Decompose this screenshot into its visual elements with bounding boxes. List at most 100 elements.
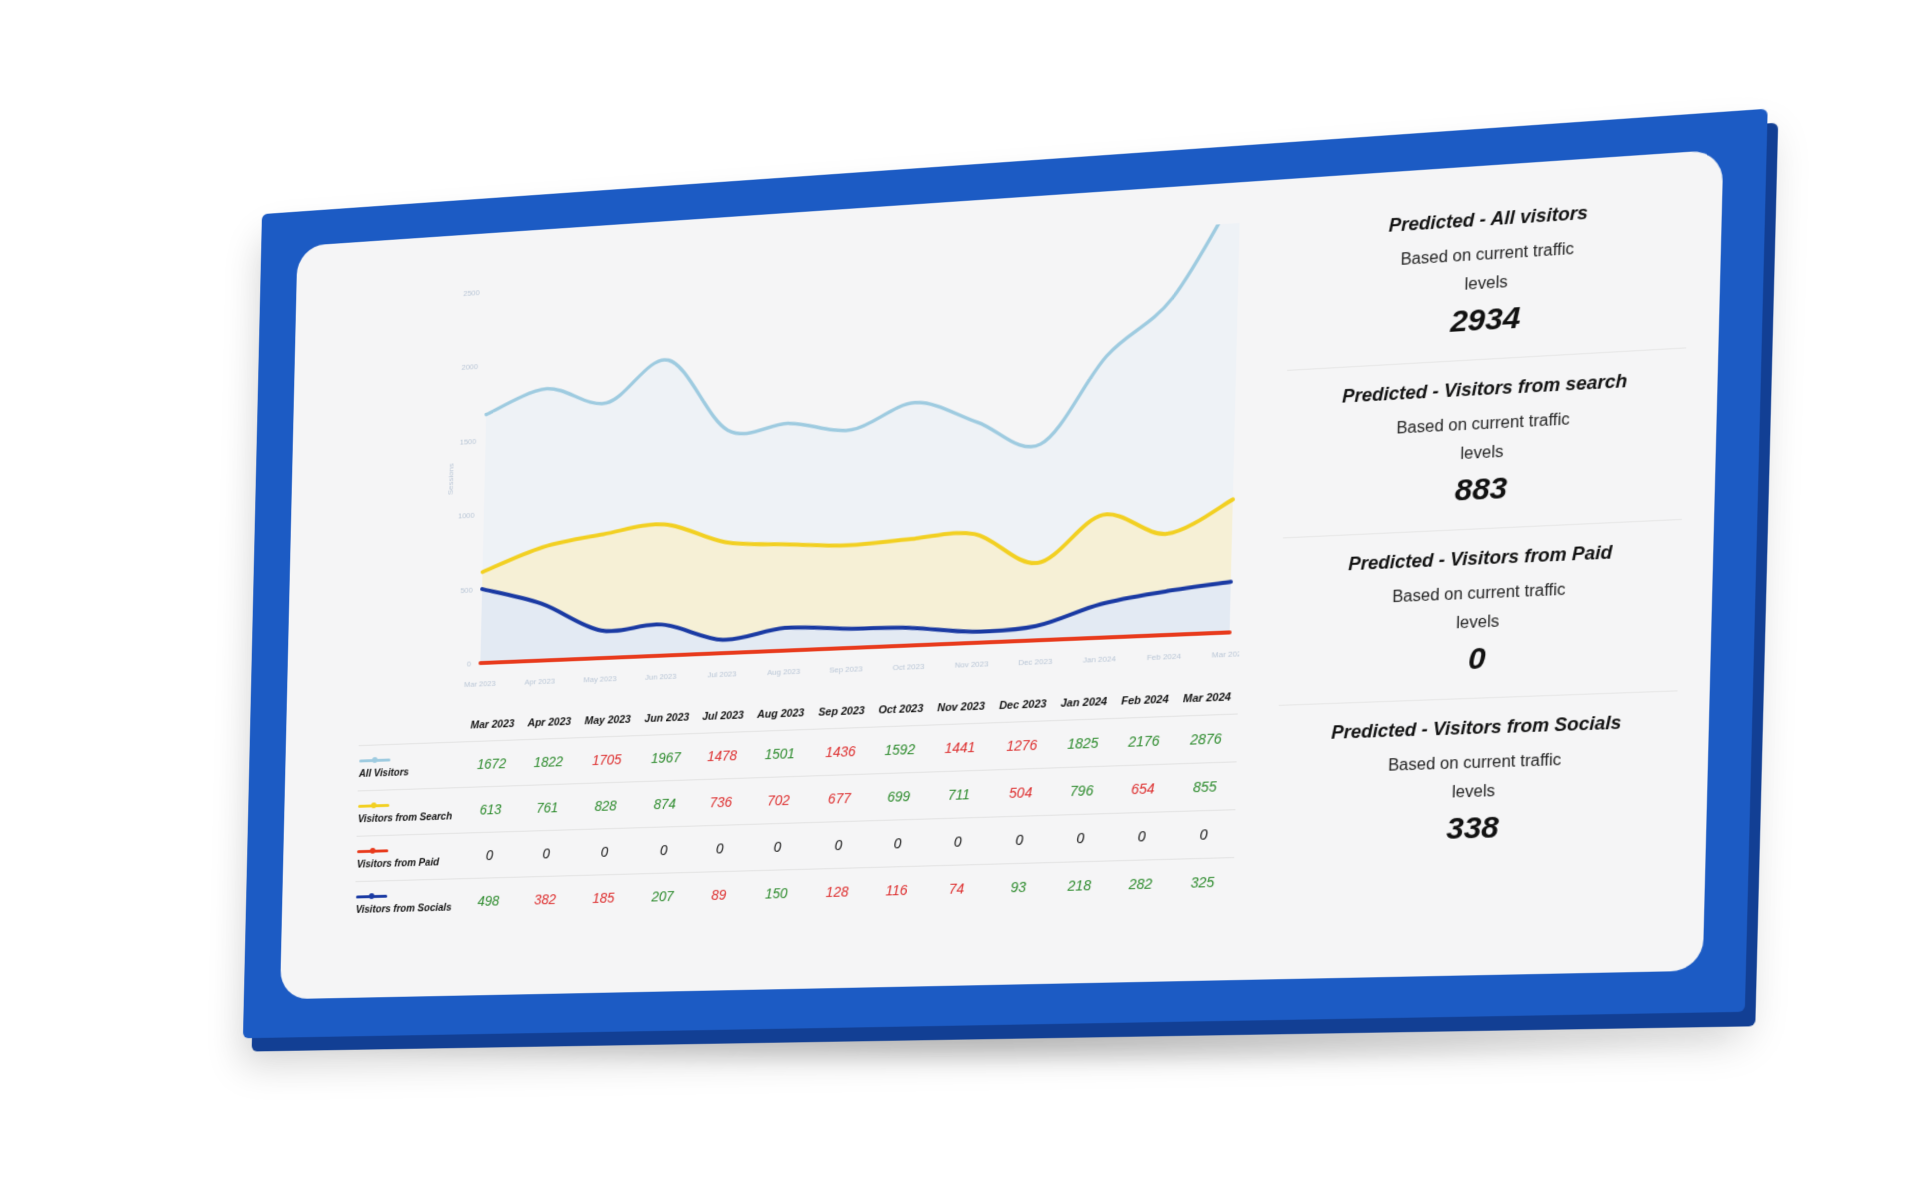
table-cell: 0 bbox=[634, 826, 693, 874]
y-tick-label: 1000 bbox=[458, 511, 475, 521]
stat-title: Predicted - Visitors from Paid bbox=[1282, 539, 1681, 579]
stat-card: Predicted - Visitors from search Based o… bbox=[1283, 348, 1686, 538]
data-table-area: Mar 2023 Apr 2023 May 2023 Jun 2023 Jul 2023… bbox=[354, 683, 1238, 927]
table-cell: 89 bbox=[691, 871, 746, 918]
row-label: Visitors from Search bbox=[357, 787, 463, 836]
x-tick-label: Oct 2023 bbox=[893, 662, 926, 672]
x-tick-label: Aug 2023 bbox=[767, 667, 801, 677]
row-label-text: Visitors from Paid bbox=[357, 857, 440, 871]
legend-swatch-icon bbox=[357, 846, 388, 855]
table-cell: 150 bbox=[745, 869, 807, 917]
y-tick-label: 2500 bbox=[463, 288, 480, 298]
table-cell: 1825 bbox=[1052, 718, 1114, 768]
table-cell: 0 bbox=[926, 817, 989, 866]
table-cell: 0 bbox=[1172, 810, 1235, 860]
table-header-cell: Feb 2024 bbox=[1114, 685, 1176, 718]
line-chart: 0 500 1000 1500 2000 2500 Sessions Mar 2023 Apr … bbox=[360, 222, 1250, 704]
x-tick-label: Jun 2023 bbox=[645, 672, 677, 682]
x-tick-label: May 2023 bbox=[583, 674, 617, 684]
legend-swatch-icon bbox=[356, 892, 387, 901]
row-label-text: Visitors from Search bbox=[358, 811, 452, 826]
prediction-stats: Predicted - All visitors Based on curren… bbox=[1275, 177, 1691, 872]
table-cell: 207 bbox=[633, 872, 692, 919]
table-cell: 613 bbox=[462, 786, 520, 834]
table-cell: 1478 bbox=[694, 732, 749, 780]
stat-subtitle: Based on current traffic levels bbox=[1383, 576, 1573, 642]
table-cell: 1441 bbox=[929, 723, 992, 772]
table-cell: 1967 bbox=[636, 734, 695, 782]
table-cell: 874 bbox=[635, 780, 694, 828]
stat-value: 883 bbox=[1283, 462, 1683, 517]
table-cell: 282 bbox=[1109, 859, 1172, 908]
x-tick-label: Nov 2023 bbox=[955, 659, 990, 669]
y-tick-label: 1500 bbox=[460, 437, 477, 447]
x-tick-label: Feb 2024 bbox=[1147, 652, 1182, 663]
table-cell: 828 bbox=[575, 782, 636, 830]
stat-card: Predicted - All visitors Based on curren… bbox=[1287, 177, 1690, 371]
x-tick-label: Jul 2023 bbox=[707, 669, 737, 679]
table-cell: 1501 bbox=[749, 729, 811, 778]
x-tick-label: Sep 2023 bbox=[829, 664, 863, 674]
table-cell: 218 bbox=[1049, 861, 1111, 909]
stat-subtitle: Based on current traffic levels bbox=[1392, 235, 1583, 305]
stat-subtitle: Based on current traffic levels bbox=[1388, 405, 1578, 473]
stat-value: 2934 bbox=[1288, 291, 1688, 350]
table-header-cell: Nov 2023 bbox=[930, 692, 993, 725]
table-header-cell: Sep 2023 bbox=[811, 697, 872, 730]
x-tick-label: Apr 2023 bbox=[524, 677, 555, 687]
table-cell: 711 bbox=[927, 770, 990, 819]
table-cell: 0 bbox=[1110, 812, 1173, 861]
table-cell: 855 bbox=[1173, 762, 1236, 812]
table-header-corner bbox=[359, 712, 465, 745]
x-tick-label: Dec 2023 bbox=[1018, 657, 1053, 667]
chart-svg: 0 500 1000 1500 2000 2500 Sessions Mar 2023 Apr … bbox=[360, 222, 1250, 704]
dashboard-panel: 0 500 1000 1500 2000 2500 Sessions Mar 2023 Apr … bbox=[280, 149, 1723, 999]
table-cell: 2876 bbox=[1174, 714, 1237, 764]
row-label-text: All Visitors bbox=[359, 767, 409, 780]
table-cell: 702 bbox=[747, 776, 809, 824]
table-cell: 1705 bbox=[576, 736, 637, 784]
x-tick-label: Mar 2024 bbox=[1212, 649, 1247, 660]
stat-subtitle: Based on current traffic levels bbox=[1379, 746, 1569, 810]
table-cell: 2176 bbox=[1113, 716, 1176, 766]
y-tick-label: 2000 bbox=[461, 362, 478, 372]
table-cell: 1436 bbox=[810, 727, 871, 776]
table-cell: 382 bbox=[516, 876, 574, 923]
y-tick-label: 0 bbox=[467, 660, 472, 669]
table-cell: 504 bbox=[989, 768, 1052, 817]
table-cell: 0 bbox=[746, 823, 808, 871]
table-cell: 498 bbox=[459, 877, 517, 924]
table-header-cell: Aug 2023 bbox=[750, 699, 812, 731]
table-cell: 0 bbox=[574, 828, 635, 876]
table-cell: 0 bbox=[517, 830, 575, 877]
table-header-cell: Jun 2023 bbox=[637, 703, 696, 735]
table-cell: 0 bbox=[988, 815, 1051, 864]
table-cell: 654 bbox=[1111, 764, 1174, 814]
table-cell: 93 bbox=[987, 863, 1050, 911]
table-header-cell: Oct 2023 bbox=[871, 695, 930, 728]
table-cell: 677 bbox=[809, 774, 870, 823]
data-table: Mar 2023 Apr 2023 May 2023 Jun 2023 Jul 2023… bbox=[354, 683, 1238, 927]
table-cell: 325 bbox=[1171, 858, 1234, 907]
table-cell: 736 bbox=[693, 778, 748, 826]
legend-swatch-icon bbox=[358, 801, 389, 810]
table-header-cell: Jan 2024 bbox=[1053, 688, 1114, 721]
table-header-cell: Apr 2023 bbox=[521, 708, 578, 740]
table-cell: 796 bbox=[1051, 766, 1113, 815]
x-tick-label: Jan 2024 bbox=[1083, 654, 1117, 664]
table-cell: 0 bbox=[1050, 813, 1112, 862]
stat-value: 0 bbox=[1279, 634, 1679, 685]
table-cell: 761 bbox=[519, 784, 577, 832]
table-cell: 1276 bbox=[990, 721, 1053, 770]
table-header-cell: Mar 2023 bbox=[464, 710, 522, 742]
row-label: All Visitors bbox=[358, 742, 464, 791]
y-axis-label: Sessions bbox=[446, 463, 455, 495]
table-header-cell: May 2023 bbox=[577, 706, 638, 738]
table-cell: 0 bbox=[808, 821, 869, 869]
dashboard-frame: 0 500 1000 1500 2000 2500 Sessions Mar 2023 Apr … bbox=[243, 109, 1768, 1039]
table-cell: 1672 bbox=[463, 740, 521, 788]
stat-value: 338 bbox=[1275, 805, 1674, 852]
table-header-cell: Dec 2023 bbox=[992, 690, 1054, 723]
table-cell: 74 bbox=[925, 864, 988, 912]
